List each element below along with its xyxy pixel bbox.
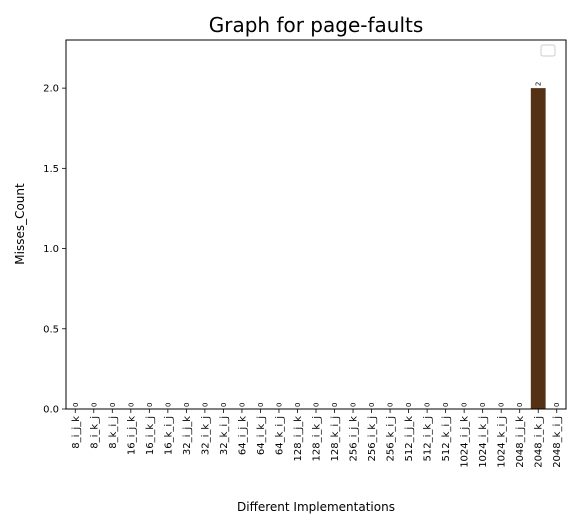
bar-2048_i_k_j: [531, 88, 546, 409]
y-tick-label: 0.5: [43, 324, 59, 335]
x-tick-label-128_k_i_j: 128_k_i_j: [330, 416, 341, 461]
y-axis-label: Misses_Count: [13, 183, 27, 265]
x-tick-label-2048_k_i_j: 2048_k_i_j: [552, 416, 563, 468]
y-tick-label: 1.0: [43, 244, 59, 255]
bar-value-label-32_i_j_k: 0: [183, 403, 191, 407]
x-tick-label-8_i_j_k: 8_i_j_k: [71, 416, 82, 449]
x-tick-label-128_i_k_j: 128_i_k_j: [312, 416, 323, 461]
x-tick-label-1024_k_i_j: 1024_k_i_j: [497, 416, 508, 468]
y-tick-label: 1.5: [43, 164, 59, 175]
x-tick-label-8_k_i_j: 8_k_i_j: [108, 416, 119, 449]
x-tick-label-64_i_k_j: 64_i_k_j: [256, 416, 267, 455]
x-tick-label-2048_i_j_k: 2048_i_j_k: [515, 416, 526, 468]
x-tick-label-256_i_k_j: 256_i_k_j: [367, 416, 378, 461]
x-tick-label-16_k_i_j: 16_k_i_j: [163, 416, 174, 455]
x-tick-label-32_k_i_j: 32_k_i_j: [219, 416, 230, 455]
y-tick-label: 0.0: [43, 405, 59, 416]
x-tick-label-1024_i_k_j: 1024_i_k_j: [478, 416, 489, 468]
bar-value-label-64_k_i_j: 0: [275, 403, 283, 407]
bar-value-label-16_i_j_k: 0: [127, 403, 135, 407]
bar-value-label-64_i_j_k: 0: [238, 403, 246, 407]
x-tick-label-32_i_k_j: 32_i_k_j: [200, 416, 211, 455]
bar-value-label-1024_k_i_j: 0: [498, 403, 506, 407]
bar-value-label-64_i_k_j: 0: [257, 403, 265, 407]
bar-value-label-2048_i_j_k: 0: [516, 403, 524, 407]
bar-value-label-256_k_i_j: 0: [387, 403, 395, 407]
bar-value-label-2048_k_i_j: 0: [553, 403, 561, 407]
bar-value-label-8_i_j_k: 0: [72, 403, 80, 407]
x-axis-label: Different Implementations: [237, 500, 395, 514]
x-tick-label-256_i_j_k: 256_i_j_k: [349, 416, 360, 462]
x-tick-label-512_i_j_k: 512_i_j_k: [404, 416, 415, 462]
bar-value-label-128_k_i_j: 0: [331, 403, 339, 407]
bar-value-label-32_k_i_j: 0: [220, 403, 228, 407]
bar-value-label-8_k_i_j: 0: [109, 403, 117, 407]
bar-value-label-512_k_i_j: 0: [442, 403, 450, 407]
bar-value-label-512_i_k_j: 0: [424, 403, 432, 407]
bar-value-label-512_i_j_k: 0: [405, 403, 413, 407]
bar-value-label-128_i_j_k: 0: [294, 403, 302, 407]
x-tick-label-512_k_i_j: 512_k_i_j: [441, 416, 452, 461]
x-tick-label-64_i_j_k: 64_i_j_k: [237, 416, 248, 455]
bar-value-label-16_k_i_j: 0: [164, 403, 172, 407]
legend-box: [541, 45, 555, 56]
x-tick-label-1024_i_j_k: 1024_i_j_k: [460, 416, 471, 468]
bar-value-label-256_i_j_k: 0: [350, 403, 358, 407]
bar-value-label-16_i_k_j: 0: [146, 403, 154, 407]
y-tick-label: 2.0: [43, 84, 59, 95]
x-tick-label-256_k_i_j: 256_k_i_j: [386, 416, 397, 461]
bar-value-label-32_i_k_j: 0: [201, 403, 209, 407]
bar-value-label-2048_i_k_j: 2: [535, 82, 543, 86]
bar-value-label-1024_i_j_k: 0: [461, 403, 469, 407]
bar-value-label-1024_i_k_j: 0: [479, 403, 487, 407]
chart-title: Graph for page-faults: [209, 13, 424, 37]
x-tick-label-32_i_j_k: 32_i_j_k: [182, 416, 193, 455]
x-tick-label-512_i_k_j: 512_i_k_j: [423, 416, 434, 461]
x-tick-label-2048_i_k_j: 2048_i_k_j: [534, 416, 545, 468]
bars-group: [531, 88, 546, 409]
bar-value-label-128_i_k_j: 0: [313, 403, 321, 407]
x-tick-label-16_i_j_k: 16_i_j_k: [126, 416, 137, 455]
x-tick-label-128_i_j_k: 128_i_j_k: [293, 416, 304, 462]
x-tick-label-64_k_i_j: 64_k_i_j: [274, 416, 285, 455]
bar-value-label-256_i_k_j: 0: [368, 403, 376, 407]
bar-value-label-8_i_k_j: 0: [90, 403, 98, 407]
x-tick-label-16_i_k_j: 16_i_k_j: [145, 416, 156, 455]
x-tick-label-8_i_k_j: 8_i_k_j: [89, 416, 100, 449]
